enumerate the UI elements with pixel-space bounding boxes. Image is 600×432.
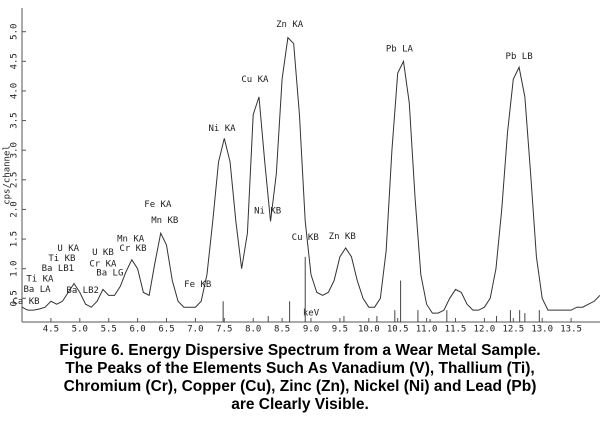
y-tick-label: 4.0: [10, 83, 20, 99]
peak-label: Zn KA: [276, 20, 304, 30]
y-tick-label: 1.5: [10, 231, 20, 247]
y-axis-label: cps/channel: [3, 145, 13, 205]
peak-label: Mn KA: [117, 235, 145, 245]
peak-label: Zn KB: [329, 232, 356, 242]
y-tick-label: 3.5: [10, 112, 20, 128]
caption-line: Chromium (Cr), Copper (Cu), Zinc (Zn), N…: [64, 378, 537, 395]
y-tick-label: 2.0: [10, 201, 20, 217]
x-tick-label: 12.0: [474, 325, 496, 335]
peak-label: Cr KA: [89, 259, 117, 269]
y-tick-label: 0.5: [10, 290, 20, 306]
x-tick-label: 8.0: [245, 325, 261, 335]
peak-label: U KB: [92, 248, 114, 258]
caption-line: are Clearly Visible.: [231, 396, 369, 413]
peak-label: Ni KB: [254, 207, 281, 217]
x-tick-label: 7.0: [187, 325, 203, 335]
x-tick-label: 13.5: [560, 325, 582, 335]
x-tick-label: 5.5: [101, 325, 117, 335]
peak-label: Pb LB: [506, 52, 533, 62]
peak-label: Fe KB: [184, 280, 211, 290]
peak-label: Mn KB: [151, 216, 178, 226]
peak-label: Fe KA: [144, 200, 172, 210]
peak-label: Ba LB2: [66, 286, 99, 296]
caption-line: Figure 6. Energy Dispersive Spectrum fro…: [59, 342, 540, 359]
x-tick-label: 11.0: [416, 325, 438, 335]
x-axis-label: keV: [303, 309, 320, 319]
peak-label: Ba LA: [23, 285, 51, 295]
y-tick-label: 5.0: [10, 24, 20, 40]
peak-label: Ni KA: [208, 124, 236, 134]
x-tick-label: 13.0: [531, 325, 553, 335]
x-tick-label: 12.5: [502, 325, 524, 335]
peak-label: Cr KB: [119, 244, 146, 254]
y-tick-label: 4.5: [10, 53, 20, 69]
x-tick-label: 8.5: [274, 325, 290, 335]
x-tick-label: 6.5: [158, 325, 174, 335]
y-tick-label: 1.0: [10, 261, 20, 277]
spectrum-line: [21, 36, 600, 314]
y-tick-label: 2.5: [10, 172, 20, 188]
peak-label: Ti KB: [48, 254, 75, 264]
x-tick-label: 10.5: [387, 325, 409, 335]
peak-label: U KA: [57, 244, 79, 254]
peak-label: Ca KB: [12, 297, 39, 307]
x-tick-label: 7.5: [216, 325, 232, 335]
x-tick-label: 6.0: [129, 325, 145, 335]
peak-label: Cu KB: [292, 233, 319, 243]
x-tick-label: 4.5: [43, 325, 59, 335]
peak-label: Pb LA: [386, 44, 414, 54]
peak-label: Ba LB1: [42, 264, 75, 274]
peak-label: Cu KA: [241, 75, 269, 85]
x-tick-label: 11.5: [445, 325, 467, 335]
peak-label: Ba LG: [96, 268, 123, 278]
x-tick-label: 9.0: [303, 325, 319, 335]
peak-label: Ti KA: [26, 274, 54, 284]
caption-line: The Peaks of the Elements Such As Vanadi…: [65, 360, 534, 377]
x-tick-label: 5.0: [72, 325, 88, 335]
y-tick-label: 3.0: [10, 142, 20, 158]
x-tick-label: 9.5: [332, 325, 348, 335]
x-tick-label: 10.0: [358, 325, 380, 335]
